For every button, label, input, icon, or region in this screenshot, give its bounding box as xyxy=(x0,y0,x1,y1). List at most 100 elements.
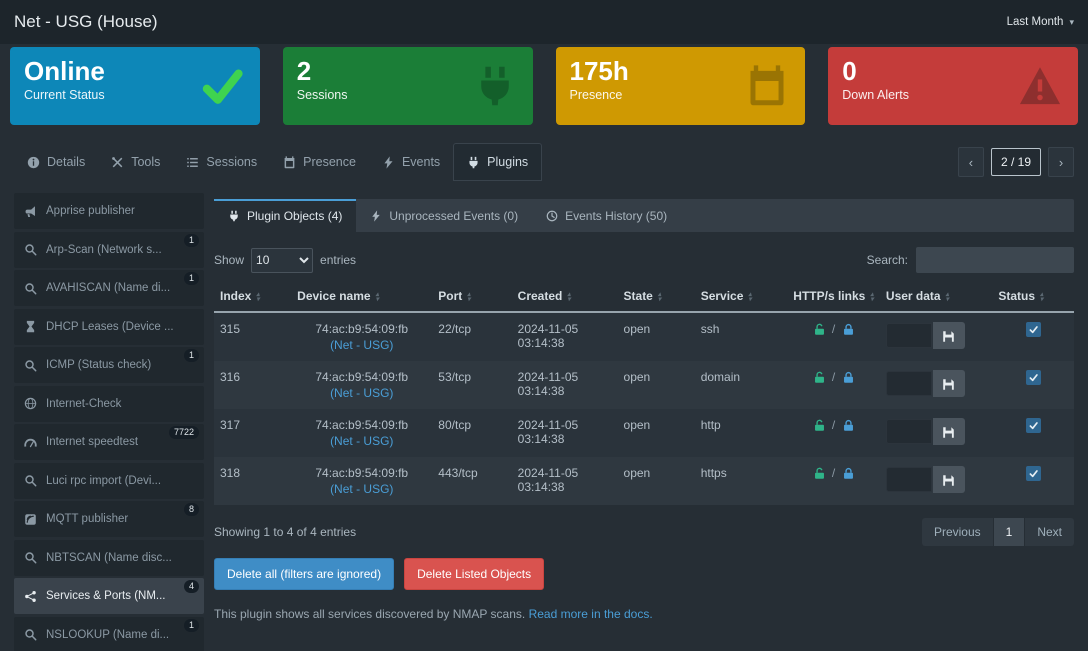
sidebar-item-label: ICMP (Status check) xyxy=(46,359,152,371)
period-selector[interactable]: Last Month ▾ xyxy=(1007,16,1074,28)
col-service[interactable]: Service ▴ ▾ xyxy=(694,283,788,313)
tab-plugins[interactable]: Plugins xyxy=(453,143,543,181)
count-badge: 1 xyxy=(183,349,199,362)
col-user-data[interactable]: User data ▴ ▾ xyxy=(879,283,993,313)
tab-tools[interactable]: Tools xyxy=(98,143,173,181)
table-header-row: Index ▴ ▾ Device name ▴ ▾ Port ▴ ▾ Created ▴ ▾ S… xyxy=(214,283,1074,313)
count-badge: 1 xyxy=(183,618,199,632)
tab-events[interactable]: Events xyxy=(369,143,453,181)
search-icon xyxy=(24,243,37,256)
user-data-input[interactable] xyxy=(885,419,932,444)
prev-device-button[interactable]: ‹ xyxy=(957,147,984,177)
save-user-data-button[interactable] xyxy=(932,466,965,493)
save-user-data-button[interactable] xyxy=(932,322,965,349)
plugin-sidebar: Apprise publisher Arp-Scan (Network s...… xyxy=(14,193,204,651)
https-link-lock-icon[interactable] xyxy=(842,467,855,480)
col-status[interactable]: Status ▴ ▾ xyxy=(992,283,1074,313)
check-icon xyxy=(1029,469,1038,478)
status-checkbox[interactable] xyxy=(1025,370,1041,385)
https-link-lock-icon[interactable] xyxy=(842,371,855,384)
sidebar-item-internet-check[interactable]: Internet-Check xyxy=(14,385,204,422)
status-checkbox[interactable] xyxy=(1025,418,1041,433)
http-link-lock-open-icon[interactable] xyxy=(813,467,826,480)
check-icon xyxy=(1029,325,1038,334)
cell-created: 2024-11-05 03:14:38 xyxy=(517,466,579,494)
col-state[interactable]: State ▴ ▾ xyxy=(617,283,695,313)
cell-index: 316 xyxy=(220,370,241,384)
tab-details[interactable]: Details xyxy=(14,143,98,181)
sidebar-item-label: Arp-Scan (Network s... xyxy=(46,243,162,256)
tab-plugin-objects[interactable]: Plugin Objects (4) xyxy=(214,199,357,232)
delete-all-button[interactable]: Delete all (filters are ignored) xyxy=(214,558,395,590)
user-data-input[interactable] xyxy=(885,323,932,348)
tab-unprocessed-events[interactable]: Unprocessed Events (0) xyxy=(356,199,532,232)
device-link[interactable]: (Net - USG) xyxy=(330,386,394,400)
tab-sessions[interactable]: Sessions xyxy=(173,143,270,181)
tab-presence[interactable]: Presence xyxy=(270,143,369,181)
status-card-current-status: Online Current Status xyxy=(10,47,260,125)
col-created[interactable]: Created ▴ ▾ xyxy=(511,283,618,313)
sidebar-item-avahiscan[interactable]: AVAHISCAN (Name di... 1 xyxy=(14,270,204,306)
tab-label: Details xyxy=(47,155,86,169)
sort-icon: ▴ ▾ xyxy=(1040,290,1044,303)
delete-listed-button[interactable]: Delete Listed Objects xyxy=(404,558,545,590)
http-link-lock-open-icon[interactable] xyxy=(813,371,826,384)
https-link-lock-icon[interactable] xyxy=(842,419,855,432)
entries-select[interactable]: 10 xyxy=(251,247,314,273)
sidebar-item-services-ports[interactable]: Services & Ports (NM... 4 xyxy=(14,578,204,614)
search-input[interactable] xyxy=(916,247,1074,273)
mqtt-icon xyxy=(24,513,37,526)
cell-device: 74:ac:b9:54:09:fb (Net - USG) xyxy=(291,312,432,361)
sidebar-item-apprise-publisher[interactable]: Apprise publisher xyxy=(14,193,204,229)
sidebar-item-nbtscan[interactable]: NBTSCAN (Name disc... xyxy=(14,539,204,576)
docs-link[interactable]: Read more in the docs. xyxy=(528,607,653,621)
sidebar-item-arp-scan[interactable]: Arp-Scan (Network s... 1 xyxy=(14,231,204,268)
tab-events-history[interactable]: Events History (50) xyxy=(532,199,681,232)
next-device-button[interactable]: › xyxy=(1048,147,1074,177)
status-checkbox[interactable] xyxy=(1025,322,1041,337)
sidebar-item-label: AVAHISCAN (Name di... xyxy=(46,282,171,294)
save-user-data-button[interactable] xyxy=(932,370,965,397)
cell-user-data xyxy=(880,457,992,505)
cell-created: 2024-11-05 03:14:38 xyxy=(517,370,579,398)
page-1-button[interactable]: 1 xyxy=(993,518,1025,546)
col-port[interactable]: Port ▴ ▾ xyxy=(432,283,512,313)
plug-icon xyxy=(467,156,480,169)
previous-page-button[interactable]: Previous xyxy=(921,518,993,546)
chevron-down-icon: ▾ xyxy=(1069,16,1074,27)
col-https-links[interactable]: HTTP/s links ▴ ▾ xyxy=(787,283,880,313)
http-link-lock-open-icon[interactable] xyxy=(813,323,826,336)
status-card-sessions: 2 Sessions xyxy=(282,47,533,125)
next-page-button[interactable]: Next xyxy=(1025,518,1074,546)
device-link[interactable]: (Net - USG) xyxy=(330,434,394,448)
device-page-indicator: 2 / 19 xyxy=(990,148,1041,176)
warning-icon xyxy=(1018,64,1062,108)
card-label: Presence xyxy=(569,88,623,102)
http-link-lock-open-icon[interactable] xyxy=(813,419,826,432)
user-data-input[interactable] xyxy=(885,371,932,396)
plug-icon xyxy=(473,64,517,108)
col-index[interactable]: Index ▴ ▾ xyxy=(214,283,292,313)
device-link[interactable]: (Net - USG) xyxy=(330,482,394,496)
col-device-name[interactable]: Device name ▴ ▾ xyxy=(291,283,433,313)
cell-port: 22/tcp xyxy=(438,322,471,336)
save-user-data-button[interactable] xyxy=(932,418,965,445)
sidebar-item-dhcp-leases[interactable]: DHCP Leases (Device ... xyxy=(14,308,204,345)
sort-icon: ▴ ▾ xyxy=(567,290,571,303)
https-link-lock-icon[interactable] xyxy=(842,323,855,336)
tab-label: Plugin Objects (4) xyxy=(247,209,343,223)
user-data-input[interactable] xyxy=(885,467,932,492)
cell-status xyxy=(992,312,1074,361)
sidebar-item-luci-rpc-import[interactable]: Luci rpc import (Devi... xyxy=(14,462,204,499)
sidebar-item-icmp[interactable]: ICMP (Status check) 1 xyxy=(14,347,204,383)
sidebar-item-mqtt-publisher[interactable]: MQTT publisher 8 xyxy=(14,501,204,537)
cell-state: open xyxy=(623,418,651,432)
sidebar-item-nslookup[interactable]: NSLOOKUP (Name di... 1 xyxy=(14,616,204,651)
save-icon xyxy=(942,378,955,391)
sidebar-item-internet-speedtest[interactable]: Internet speedtest 7722 xyxy=(14,424,204,460)
device-tabbar: Details Tools Sessions Presence Events P… xyxy=(0,143,1088,181)
status-checkbox[interactable] xyxy=(1025,466,1041,481)
count-badge: 7722 xyxy=(168,426,199,439)
showing-entries-text: Showing 1 to 4 of 4 entries xyxy=(214,525,357,539)
device-link[interactable]: (Net - USG) xyxy=(330,338,394,352)
